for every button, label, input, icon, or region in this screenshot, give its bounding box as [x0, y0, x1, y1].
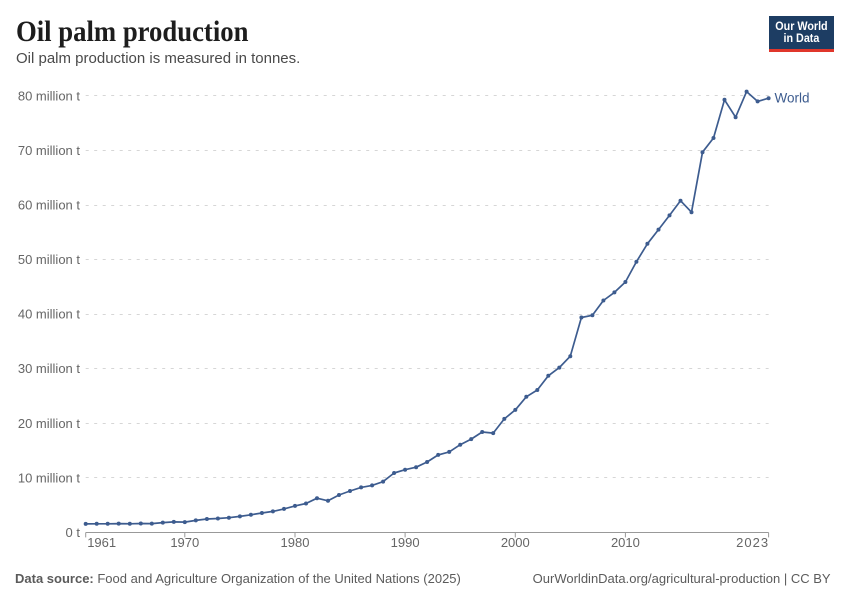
- svg-text:1961: 1961: [87, 535, 116, 550]
- svg-text:0 t: 0 t: [66, 525, 81, 540]
- svg-text:80 million t: 80 million t: [18, 89, 81, 104]
- svg-text:World: World: [775, 91, 810, 106]
- svg-text:50 million t: 50 million t: [18, 252, 81, 267]
- svg-text:70 million t: 70 million t: [18, 143, 81, 158]
- svg-text:10 million t: 10 million t: [18, 470, 81, 485]
- svg-text:30 million t: 30 million t: [18, 361, 81, 376]
- svg-text:2023: 2023: [736, 535, 769, 550]
- svg-text:60 million t: 60 million t: [18, 198, 81, 213]
- svg-text:1980: 1980: [281, 535, 310, 550]
- svg-text:2000: 2000: [501, 535, 530, 550]
- svg-text:20 million t: 20 million t: [18, 416, 81, 431]
- svg-text:1970: 1970: [170, 535, 199, 550]
- svg-text:2010: 2010: [611, 535, 640, 550]
- svg-text:1990: 1990: [391, 535, 420, 550]
- svg-text:40 million t: 40 million t: [18, 307, 81, 322]
